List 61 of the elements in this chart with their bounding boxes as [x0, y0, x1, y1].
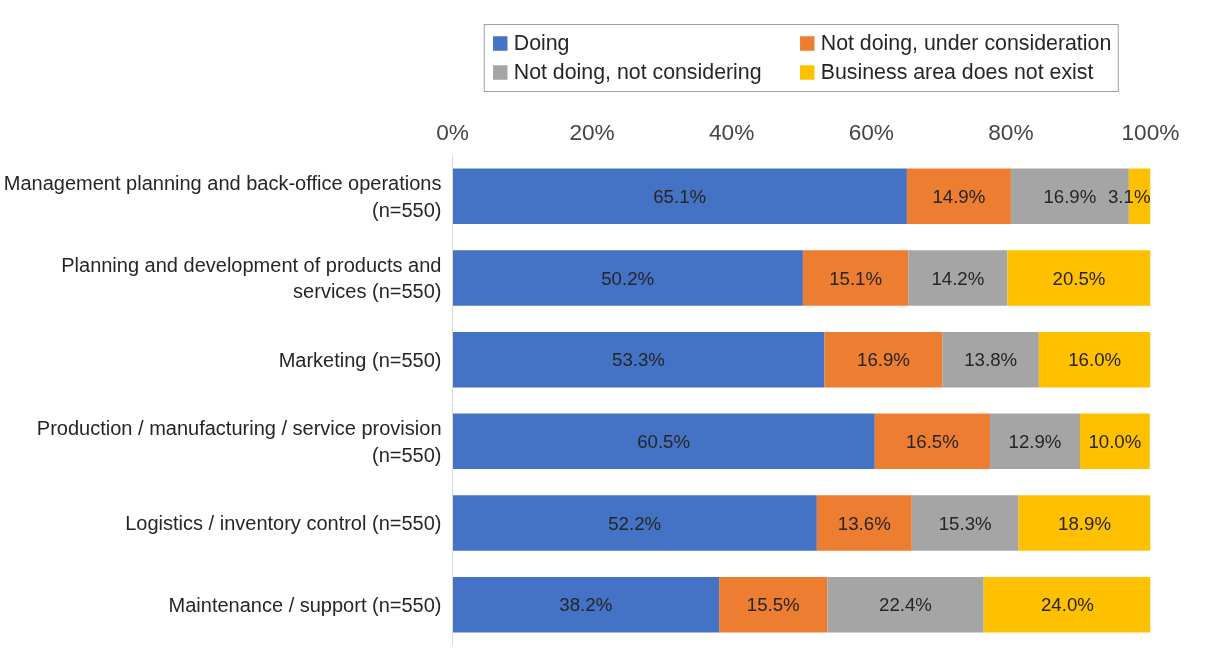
x-tick-label: 80% [988, 118, 1034, 145]
data-label: 15.1% [829, 267, 883, 289]
data-label: 20.5% [1052, 267, 1106, 289]
data-label: 16.9% [857, 349, 910, 371]
y-tick-label: Production / manufacturing / service provision (n=550) [36, 417, 442, 466]
bar [452, 331, 825, 388]
bar [874, 413, 990, 470]
bar [452, 250, 803, 306]
y-tick-label: Planning and development of products and services (n=550) [61, 253, 442, 303]
x-tick-label: 100% [1121, 118, 1180, 145]
bar [824, 331, 943, 388]
bar [827, 576, 984, 633]
bar [452, 413, 875, 470]
bar [983, 576, 1151, 633]
bar [942, 331, 1039, 388]
data-label: 15.3% [938, 512, 992, 534]
y-tick-label: Maintenance / support (n=550) [168, 593, 442, 616]
data-label: 15.5% [746, 594, 800, 616]
data-label: 16.0% [1068, 349, 1122, 371]
y-tick-label: Management planning and back-office operations (n=550) [3, 172, 442, 221]
y-tick-label: Logistics / inventory control (n=550) [125, 512, 442, 534]
bar [1080, 413, 1150, 470]
y-tick-label: Marketing (n=550) [278, 348, 442, 371]
bar [452, 576, 720, 633]
bar [452, 168, 907, 225]
data-label: 60.5% [637, 430, 691, 452]
data-label: 53.3% [612, 349, 665, 371]
data-label: 13.8% [964, 349, 1018, 371]
data-label: 14.9% [932, 185, 986, 207]
bar [719, 576, 828, 633]
data-label: 38.2% [559, 594, 613, 616]
legend-label: Not doing, under consideration [820, 30, 1112, 56]
bar [908, 250, 1008, 306]
bar [452, 495, 817, 551]
bar [1018, 495, 1151, 551]
data-label: 18.9% [1058, 512, 1111, 534]
data-label: 10.0% [1088, 430, 1142, 452]
data-label: 50.2% [601, 267, 655, 289]
data-label: 12.9% [1008, 430, 1062, 452]
x-tick-label: 60% [848, 118, 894, 145]
legend-label: Doing [513, 30, 571, 56]
legend-label: Not doing, not considering [513, 59, 763, 85]
x-tick-label: 0% [436, 118, 469, 145]
bar [1038, 331, 1151, 388]
bar [802, 250, 909, 306]
legend-label: Business area does not exist [820, 59, 1095, 85]
data-label: 52.2% [608, 512, 662, 534]
bar [1007, 250, 1151, 306]
data-label: 24.0% [1040, 594, 1094, 616]
data-label: 14.2% [931, 267, 985, 289]
x-tick-label: 20% [569, 118, 615, 145]
bar [911, 495, 1019, 551]
data-label: 65.1% [653, 185, 707, 207]
data-label: 22.4% [879, 594, 932, 616]
x-tick-label: 40% [709, 118, 755, 145]
data-label: 13.6% [837, 512, 891, 534]
data-label: 16.5% [905, 430, 959, 452]
bar [816, 495, 912, 551]
bar [906, 168, 1011, 225]
data-label: 16.9% [1043, 185, 1097, 207]
bar [989, 413, 1080, 470]
